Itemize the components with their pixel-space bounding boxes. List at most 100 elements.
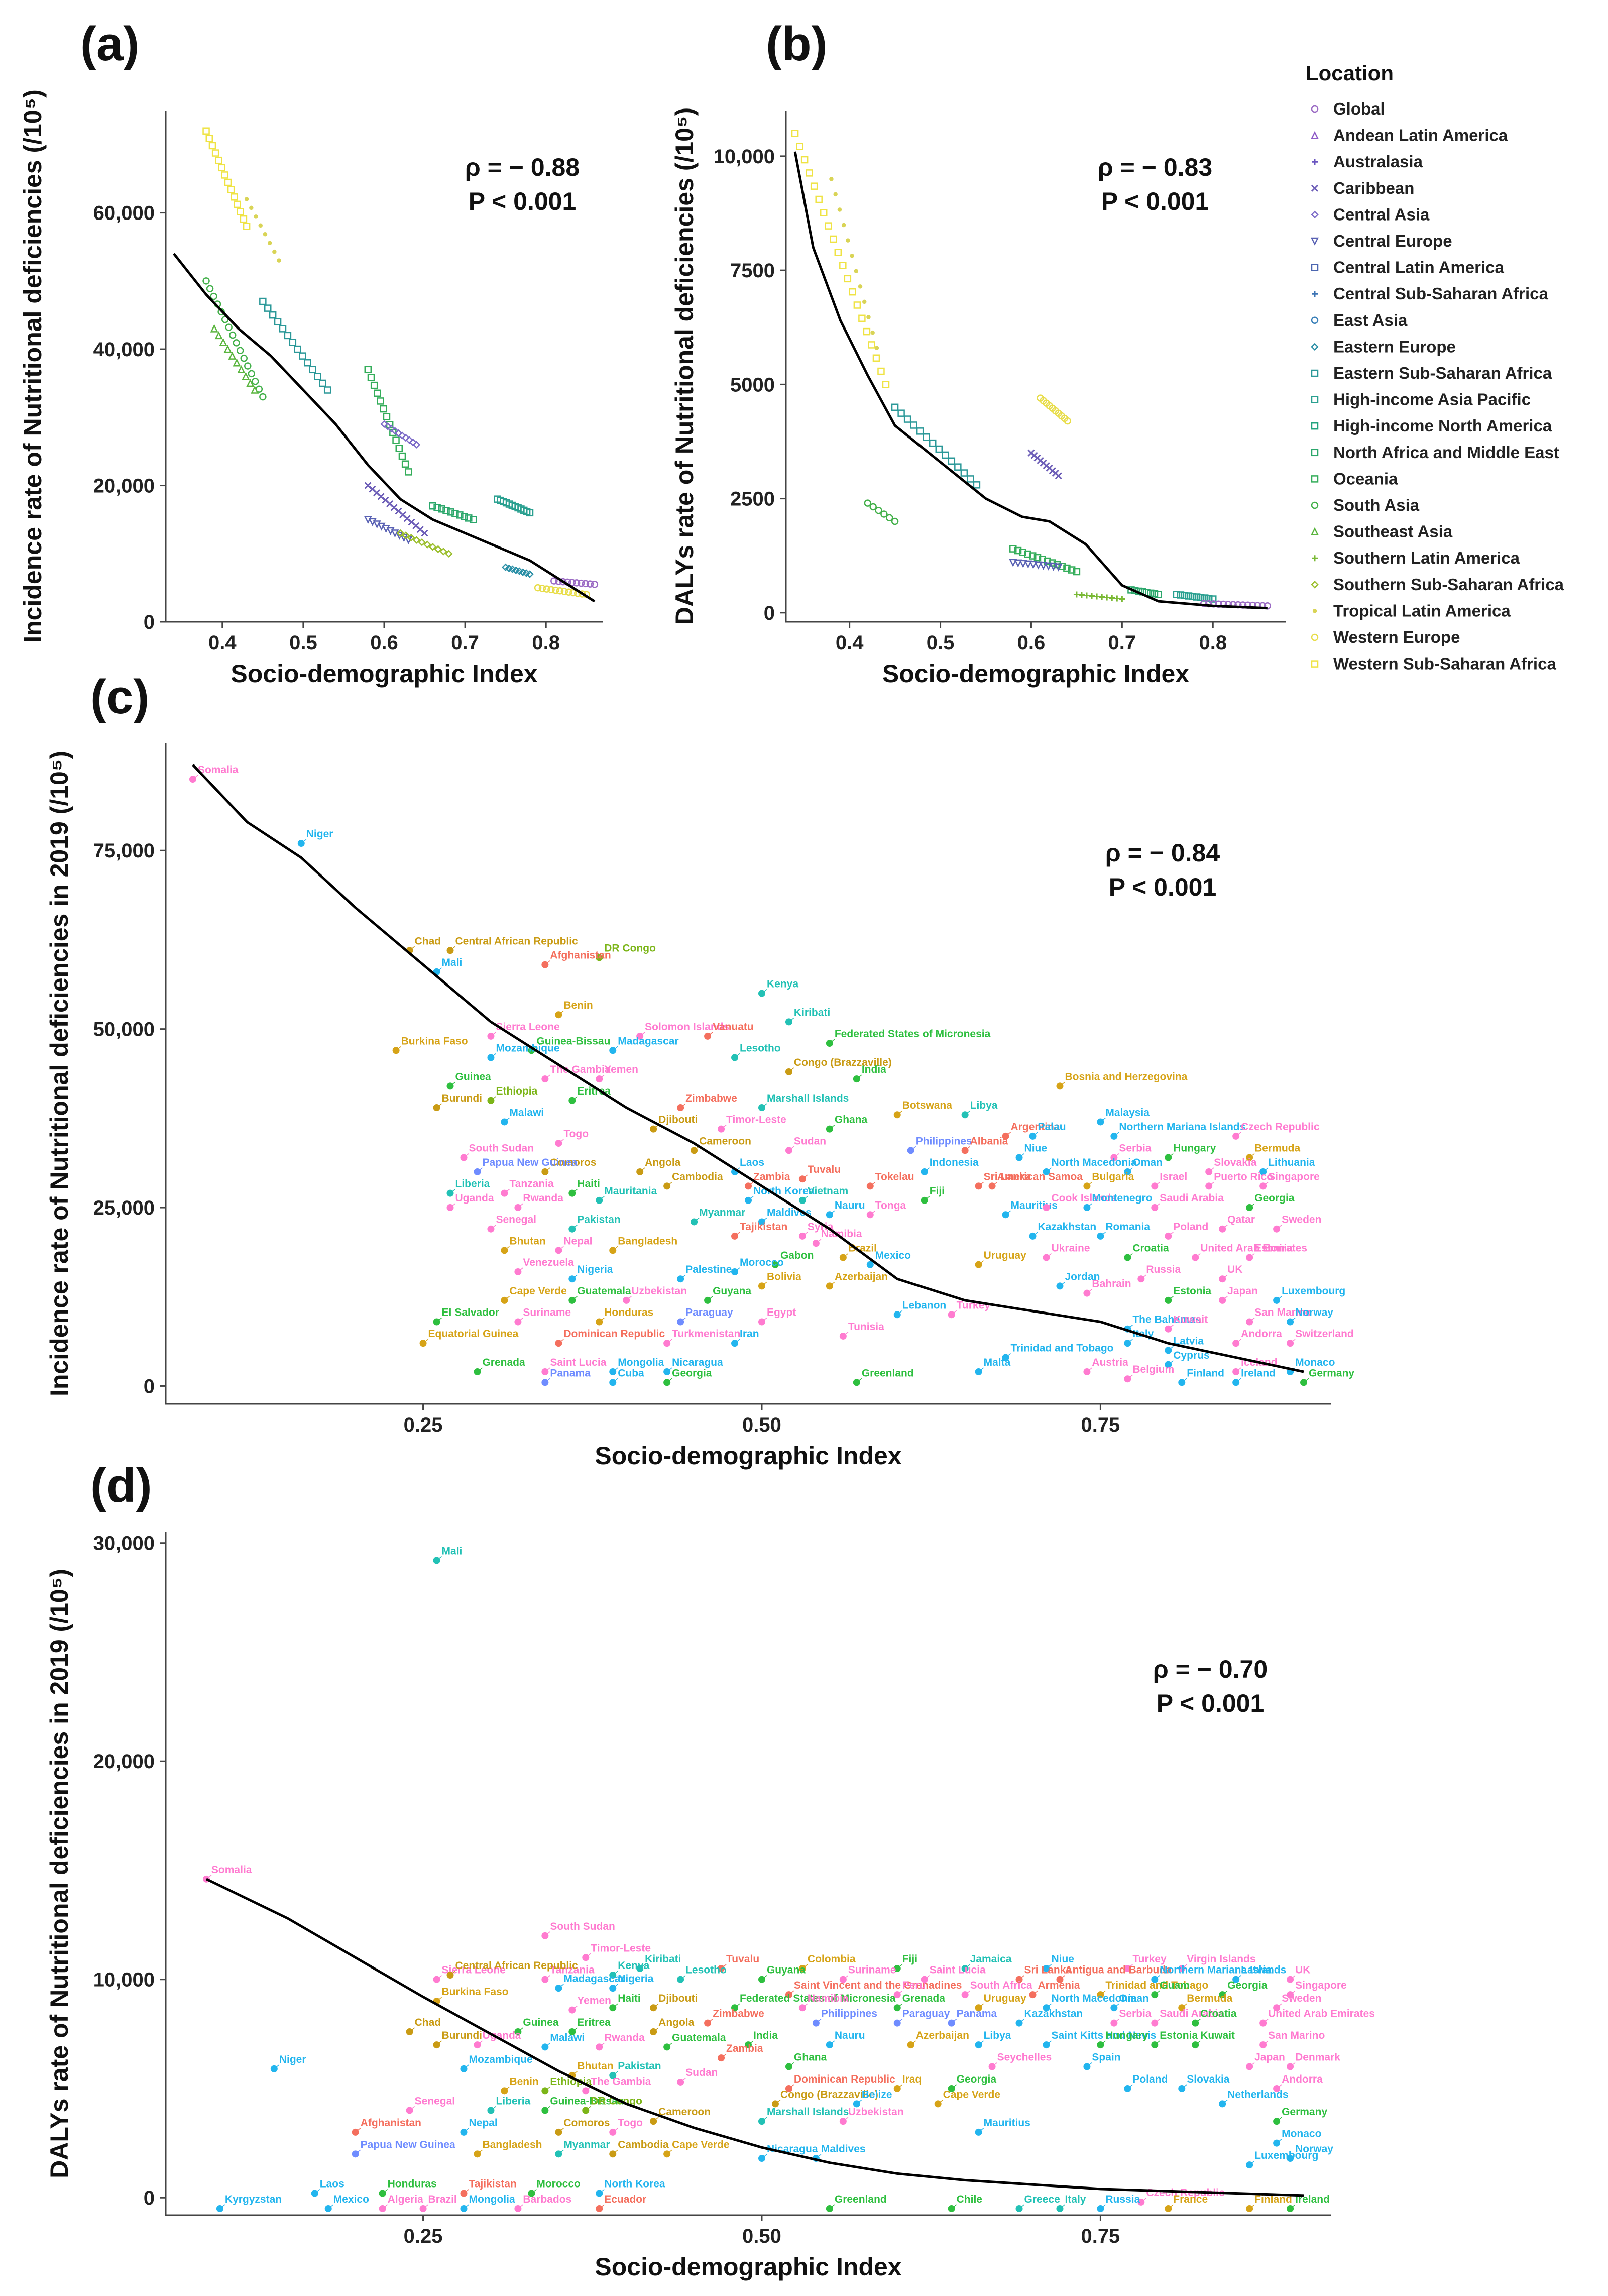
country-label: Guinea-Bissau — [536, 1035, 610, 1047]
data-point — [233, 339, 240, 347]
data-point — [421, 529, 428, 537]
data-point — [1287, 1976, 1294, 1983]
data-point — [785, 1147, 792, 1154]
data-point — [785, 2085, 792, 2092]
data-point — [1124, 1965, 1131, 1973]
country-label: Ireland — [1295, 2194, 1330, 2205]
data-point — [1273, 2085, 1281, 2092]
country-label: Kuwait — [1173, 1314, 1208, 1326]
data-point — [228, 331, 237, 339]
series-eastern-sub-saharan-africa — [891, 403, 981, 489]
country-label: Guinea — [455, 1071, 492, 1082]
country-points: Somalia Niger Chad Central African Republic… — [189, 764, 1354, 1386]
country-label: Niue — [1051, 1953, 1074, 1965]
country-label: Tanzania — [509, 1178, 554, 1190]
data-point — [1165, 1296, 1172, 1304]
series-caribbean — [364, 482, 428, 537]
country-label: San Marino — [1268, 2030, 1325, 2041]
country-label: Venezuela — [523, 1257, 574, 1268]
country-label: Morocco — [740, 1257, 784, 1268]
data-point — [948, 1311, 955, 1319]
country-label: Solomon Islands — [645, 1021, 729, 1033]
x-tick-label: 0.5 — [927, 632, 955, 654]
data-point — [1177, 591, 1185, 599]
data-point — [582, 1954, 590, 1961]
data-point — [758, 2155, 765, 2162]
data-point — [850, 253, 854, 258]
data-point — [1094, 593, 1100, 600]
data-point — [785, 1068, 792, 1075]
y-tick-label: 60,000 — [93, 202, 155, 225]
data-point — [907, 2041, 914, 2049]
data-point — [1110, 1132, 1118, 1140]
data-point — [798, 1232, 806, 1240]
data-point — [820, 209, 828, 216]
data-point — [975, 2041, 982, 2049]
data-point — [379, 2190, 386, 2197]
country-label: Andorra — [1282, 2073, 1323, 2085]
data-point — [202, 127, 210, 135]
data-point — [960, 469, 968, 477]
country-label: Guatemala — [577, 1285, 631, 1297]
data-point — [211, 149, 219, 157]
x-tick-label: 0.6 — [1017, 632, 1046, 654]
country-label: Niger — [306, 828, 333, 840]
axis-frame — [165, 1532, 1331, 2216]
country-label: Burundi — [442, 1092, 482, 1104]
country-label: Mongolia — [469, 2194, 515, 2205]
data-point — [893, 2019, 901, 2027]
data-point — [1165, 1347, 1172, 1354]
data-point — [1151, 1204, 1159, 1212]
data-point — [810, 182, 818, 190]
data-point — [299, 352, 306, 360]
y-tick-label: 0 — [144, 2187, 155, 2209]
country-label: Marshall Islands — [767, 1092, 849, 1104]
country-label: Spain — [1092, 2052, 1120, 2063]
data-point — [538, 585, 546, 592]
country-label: Iran — [740, 1328, 759, 1340]
data-point — [433, 504, 441, 511]
country-label: Bahrain — [1092, 1278, 1131, 1290]
data-point — [1178, 2004, 1186, 2012]
country-label: Uzbekistan — [631, 1285, 687, 1297]
legend-label: Southern Sub-Saharan Africa — [1333, 575, 1564, 594]
country-label: Northern Mariana Islands — [1119, 1121, 1245, 1133]
country-label: Japan — [1227, 1285, 1258, 1297]
data-point — [1246, 2205, 1253, 2212]
data-point — [401, 460, 409, 468]
legend-item: Caribbean — [1311, 179, 1414, 197]
data-point — [1273, 2139, 1281, 2147]
data-point — [1124, 1168, 1131, 1175]
data-point — [731, 2004, 739, 2012]
data-point — [552, 586, 559, 594]
legend-item: Global — [1311, 99, 1385, 118]
country-label: Lithuania — [1268, 1157, 1315, 1168]
data-point — [1246, 1204, 1253, 1212]
data-point — [1232, 1132, 1240, 1140]
data-point — [596, 1196, 603, 1204]
data-point — [294, 345, 301, 353]
legend-label: South Asia — [1333, 496, 1420, 514]
country-label: Sierra Leone — [496, 1021, 559, 1033]
country-points: Mali Somalia South Sudan Timor-LesteKiribat… — [202, 1545, 1375, 2212]
data-point — [541, 1976, 549, 1983]
data-point — [224, 178, 232, 186]
x-tick-label: 0.25 — [404, 1414, 443, 1436]
country-label: Togo — [618, 2117, 643, 2129]
data-point — [402, 531, 410, 539]
data-point — [771, 2100, 779, 2108]
country-label: Timor-Leste — [726, 1114, 786, 1126]
data-point — [677, 2078, 684, 2086]
data-point — [870, 330, 875, 335]
data-point — [1273, 1225, 1281, 1233]
legend-label: Central Latin America — [1333, 258, 1505, 277]
data-point — [691, 1218, 698, 1226]
data-point — [826, 2041, 833, 2049]
data-point — [1287, 1318, 1294, 1326]
country-label: Bhutan — [509, 1235, 545, 1247]
data-point — [872, 354, 880, 362]
country-label: Somalia — [198, 764, 239, 776]
data-point — [812, 2019, 820, 2027]
legend-symbol — [1310, 237, 1319, 246]
country-label: Mauritius — [984, 2117, 1030, 2129]
